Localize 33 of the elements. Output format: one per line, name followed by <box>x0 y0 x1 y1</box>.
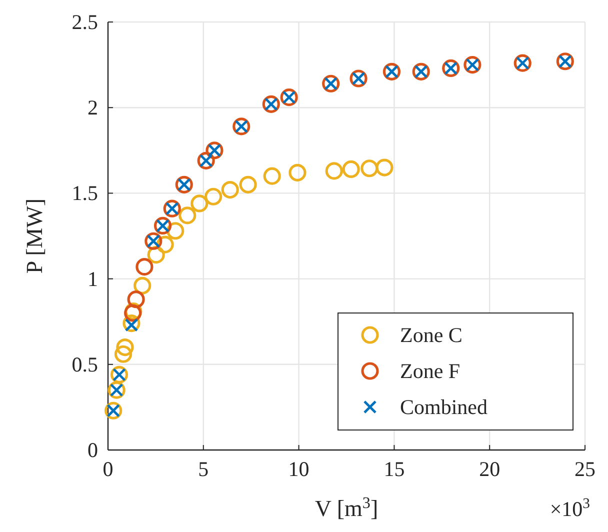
y-tick-label: 0.5 <box>72 352 98 376</box>
x-tick-label: 20 <box>479 457 500 481</box>
point <box>288 164 306 182</box>
point <box>178 206 196 224</box>
y-tick-label: 2.5 <box>72 10 98 34</box>
legend-label: Combined <box>400 395 488 419</box>
legend-label: Zone F <box>400 359 460 383</box>
text: ×10$^{3}$ <box>550 496 590 521</box>
point <box>190 194 208 212</box>
y-tick-label: 1 <box>88 266 98 291</box>
x-tick-label: 5 <box>198 457 209 481</box>
point <box>116 338 134 356</box>
y-tick-label: 0 <box>88 438 98 462</box>
point <box>325 162 343 180</box>
point <box>263 167 281 185</box>
point <box>360 160 378 178</box>
point <box>127 290 145 308</box>
y-axis-title: P [MW] <box>22 198 47 274</box>
y-tick-label: 1.5 <box>72 181 98 206</box>
y-tick-label: 2 <box>88 96 98 120</box>
x-tick-label: 15 <box>384 457 405 481</box>
legend-label: Zone C <box>400 323 462 347</box>
point <box>114 345 132 363</box>
x-tick-label: 0 <box>102 457 114 481</box>
x-tick-label: 25 <box>574 457 596 481</box>
point <box>342 160 360 178</box>
point <box>239 176 257 194</box>
point <box>376 158 394 176</box>
point <box>136 258 154 276</box>
x-axis-title: V [m$^{3}$] <box>314 494 378 521</box>
point <box>204 188 222 206</box>
point <box>221 180 239 199</box>
x-tick-label: 10 <box>288 457 310 481</box>
